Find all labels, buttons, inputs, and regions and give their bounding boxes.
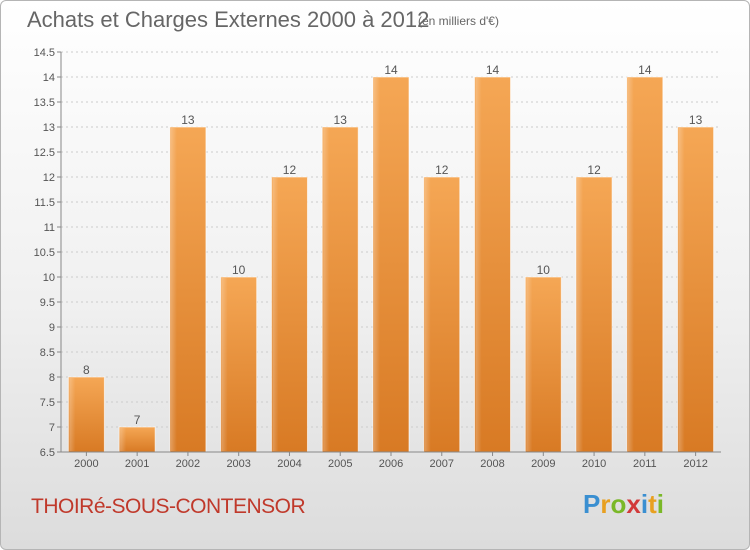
bar-highlight xyxy=(221,278,228,451)
y-tick-label: 10 xyxy=(43,272,55,284)
x-tick-label: 2006 xyxy=(379,458,403,470)
y-tick-label: 7.5 xyxy=(40,397,55,409)
x-tick-label: 2011 xyxy=(633,458,657,470)
logo-letter: x xyxy=(626,489,641,519)
x-tick-label: 2010 xyxy=(582,458,606,470)
x-tick-label: 2003 xyxy=(226,458,250,470)
y-tick-label: 8 xyxy=(49,372,55,384)
x-tick-label: 2005 xyxy=(328,458,352,470)
x-tick-label: 2002 xyxy=(176,458,200,470)
bar-value-label: 13 xyxy=(689,113,703,127)
bar-highlight xyxy=(475,78,482,451)
y-axis: 6.5 7 7.5 8 8.5 9 9.5 10 10.5 11 11.5 12 12.5 13 13.5 1… xyxy=(34,47,62,459)
x-tick-label: 2004 xyxy=(277,458,301,470)
y-tick-label: 12 xyxy=(43,172,55,184)
x-axis: 2000 2001 2002 2003 2004 2005 2006 2007 2008 2009… xyxy=(61,451,721,470)
commune-name: THOIRé-SOUS-CONTENSOR xyxy=(31,495,306,518)
chart-subtitle: (en milliers d'€) xyxy=(418,14,499,28)
logo-letter: P xyxy=(583,489,601,519)
bar-value-label: 8 xyxy=(83,363,90,377)
bar-value-label: 12 xyxy=(283,163,297,177)
bar-highlight xyxy=(272,178,279,451)
x-tick-label: 2007 xyxy=(430,458,454,470)
bar-value-label: 10 xyxy=(537,263,551,277)
x-tick-label: 2001 xyxy=(125,458,149,470)
bar-highlight xyxy=(577,178,584,451)
bar-value-label: 12 xyxy=(435,163,449,177)
bar-highlight xyxy=(526,278,533,451)
bar-value-label: 12 xyxy=(587,163,601,177)
proxiti-logo[interactable]: Proxiti xyxy=(583,489,664,520)
bar-value-label: 13 xyxy=(334,113,348,127)
x-tick-label: 2000 xyxy=(74,458,98,470)
y-tick-label: 6.5 xyxy=(40,447,55,459)
bar-value-label: 10 xyxy=(232,263,246,277)
bar-highlight xyxy=(69,378,76,451)
logo-letter: t xyxy=(648,489,657,519)
y-tick-label: 9.5 xyxy=(40,297,55,309)
bar-value-label: 13 xyxy=(181,113,195,127)
logo-letter: i xyxy=(640,489,649,519)
y-tick-label: 8.5 xyxy=(40,347,55,359)
bar-highlight xyxy=(627,78,634,451)
y-tick-label: 9 xyxy=(49,322,55,334)
y-tick-label: 10.5 xyxy=(34,247,55,259)
x-tick-label: 2008 xyxy=(480,458,504,470)
bar-highlight xyxy=(170,128,177,451)
y-tick-label: 7 xyxy=(49,422,55,434)
y-tick-label: 14 xyxy=(43,72,55,84)
y-tick-label: 12.5 xyxy=(34,147,55,159)
bar-highlight xyxy=(424,178,431,451)
y-tick-label: 14.5 xyxy=(34,47,55,59)
bar-value-label: 14 xyxy=(638,63,652,77)
y-tick-label: 13.5 xyxy=(34,97,55,109)
chart-title: Achats et Charges Externes 2000 à 2012 xyxy=(27,7,430,32)
y-tick-label: 13 xyxy=(43,122,55,134)
bar-highlight xyxy=(374,78,380,451)
x-tick-label: 2009 xyxy=(531,458,555,470)
bar-value-label: 14 xyxy=(384,63,398,77)
y-tick-label: 11.5 xyxy=(34,197,55,209)
bar-value-label: 7 xyxy=(134,413,141,427)
logo-letter: i xyxy=(656,489,664,519)
bar-highlight xyxy=(120,428,127,451)
bars: 8 7 13 10 12 13 14 12 14 10 12 14 13 xyxy=(67,63,715,453)
y-tick-label: 11 xyxy=(44,222,55,234)
logo-letter: r xyxy=(600,489,611,519)
bar-highlight xyxy=(678,128,685,451)
x-tick-label: 2012 xyxy=(683,458,707,470)
bar-value-label: 14 xyxy=(486,63,500,77)
logo-letter: o xyxy=(610,489,627,519)
bar-highlight xyxy=(323,128,330,451)
